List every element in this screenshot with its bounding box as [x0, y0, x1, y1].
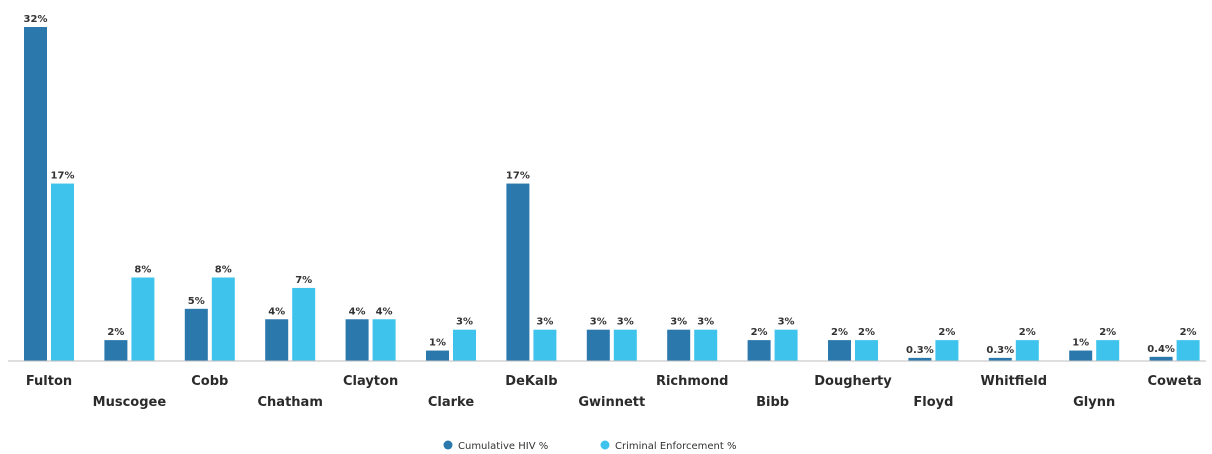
value-label-dekalb-series-1: 17%: [506, 171, 530, 182]
value-label-gwinnett-series-2: 3%: [617, 317, 634, 328]
value-label-chatham-series-1: 4%: [268, 306, 285, 317]
value-label-fulton-series-1: 32%: [24, 14, 48, 25]
value-label-coweta-series-2: 2%: [1180, 327, 1197, 338]
bar-floyd-series-2: [935, 340, 959, 361]
bar-richmond-series-2: [694, 329, 718, 361]
value-label-clayton-series-2: 4%: [376, 306, 393, 317]
category-label-coweta: Coweta: [1147, 374, 1201, 389]
value-labels-layer: 32% 17% 2% 8% 5% 8% 4% 7% 4% 4% 1% 3% 17% 3% 3% 3% 3% 3% 2…: [24, 14, 1197, 356]
bar-gwinnett-series-1: [586, 329, 610, 361]
category-label-chatham: Chatham: [258, 395, 323, 410]
bar-dekalb-series-1: [506, 183, 530, 361]
bar-dekalb-series-2: [533, 329, 557, 361]
legend-marker-cumulative-hiv: [443, 440, 453, 450]
category-label-dekalb: DeKalb: [505, 374, 557, 389]
bars-layer: [24, 27, 1200, 361]
bar-dougherty-series-2: [855, 340, 878, 361]
value-label-floyd-series-2: 2%: [938, 327, 955, 338]
value-label-clarke-series-1: 1%: [429, 338, 446, 349]
bar-fulton-series-2: [51, 183, 74, 361]
value-label-muscogee-series-2: 8%: [134, 265, 151, 276]
category-label-bibb: Bibb: [756, 395, 789, 410]
value-label-cobb-series-2: 8%: [215, 265, 232, 276]
category-label-gwinnett: Gwinnett: [578, 395, 645, 410]
category-label-fulton: Fulton: [26, 374, 72, 389]
bar-coweta-series-2: [1176, 340, 1200, 361]
value-label-floyd-series-1: 0.3%: [906, 345, 934, 356]
category-label-clarke: Clarke: [428, 395, 474, 410]
bar-chatham-series-1: [265, 319, 289, 361]
value-label-clarke-series-2: 3%: [456, 317, 473, 328]
bar-clayton-series-1: [345, 319, 369, 361]
bar-gwinnett-series-2: [613, 329, 637, 361]
value-label-dougherty-series-1: 2%: [831, 327, 848, 338]
value-label-glynn-series-2: 2%: [1099, 327, 1116, 338]
bar-muscogee-series-1: [104, 340, 128, 361]
bar-clarke-series-1: [426, 350, 449, 361]
value-label-richmond-series-1: 3%: [670, 317, 687, 328]
bar-coweta-series-1: [1149, 356, 1173, 361]
bar-dougherty-series-1: [828, 340, 851, 361]
category-label-cobb: Cobb: [191, 374, 228, 389]
bar-glynn-series-1: [1069, 350, 1093, 361]
category-label-glynn: Glynn: [1073, 395, 1115, 410]
legend-label-criminal-enforcement: Criminal Enforcement %: [615, 441, 736, 452]
value-label-fulton-series-2: 17%: [51, 171, 75, 182]
value-label-bibb-series-2: 3%: [778, 317, 795, 328]
bar-clarke-series-2: [453, 329, 476, 361]
bar-cobb-series-1: [184, 308, 208, 361]
legend: Cumulative HIV % Criminal Enforcement %: [443, 440, 736, 452]
bar-muscogee-series-2: [131, 277, 155, 361]
category-label-richmond: Richmond: [656, 374, 728, 389]
legend-label-cumulative-hiv: Cumulative HIV %: [458, 441, 548, 452]
value-label-whitfield-series-1: 0.3%: [986, 345, 1014, 356]
legend-marker-criminal-enforcement: [600, 440, 610, 450]
value-label-dougherty-series-2: 2%: [858, 327, 875, 338]
category-label-clayton: Clayton: [343, 374, 398, 389]
value-label-dekalb-series-2: 3%: [536, 317, 553, 328]
bar-richmond-series-1: [667, 329, 691, 361]
value-label-clayton-series-1: 4%: [349, 306, 366, 317]
category-label-muscogee: Muscogee: [93, 395, 167, 410]
value-label-glynn-series-1: 1%: [1072, 338, 1089, 349]
bar-bibb-series-1: [747, 340, 771, 361]
bar-glynn-series-2: [1096, 340, 1120, 361]
category-label-whitfield: Whitfield: [981, 374, 1047, 389]
bar-fulton-series-1: [24, 27, 47, 361]
bar-cobb-series-2: [211, 277, 235, 361]
category-label-floyd: Floyd: [913, 395, 953, 410]
value-label-chatham-series-2: 7%: [295, 275, 312, 286]
value-label-bibb-series-1: 2%: [751, 327, 768, 338]
value-label-gwinnett-series-1: 3%: [590, 317, 607, 328]
value-label-cobb-series-1: 5%: [188, 296, 205, 307]
bar-clayton-series-2: [372, 319, 396, 361]
bar-floyd-series-1: [908, 357, 932, 361]
value-label-richmond-series-2: 3%: [697, 317, 714, 328]
value-label-coweta-series-1: 0.4%: [1147, 344, 1175, 355]
bar-whitfield-series-2: [1015, 340, 1039, 361]
category-labels-layer: Fulton Muscogee Cobb Chatham Clayton Clarke De…: [26, 374, 1202, 410]
category-label-dougherty: Dougherty: [814, 374, 892, 389]
bar-chatham-series-2: [292, 287, 316, 361]
bar-whitfield-series-1: [988, 357, 1012, 361]
value-label-muscogee-series-1: 2%: [107, 327, 124, 338]
bar-bibb-series-2: [774, 329, 798, 361]
value-label-whitfield-series-2: 2%: [1019, 327, 1036, 338]
